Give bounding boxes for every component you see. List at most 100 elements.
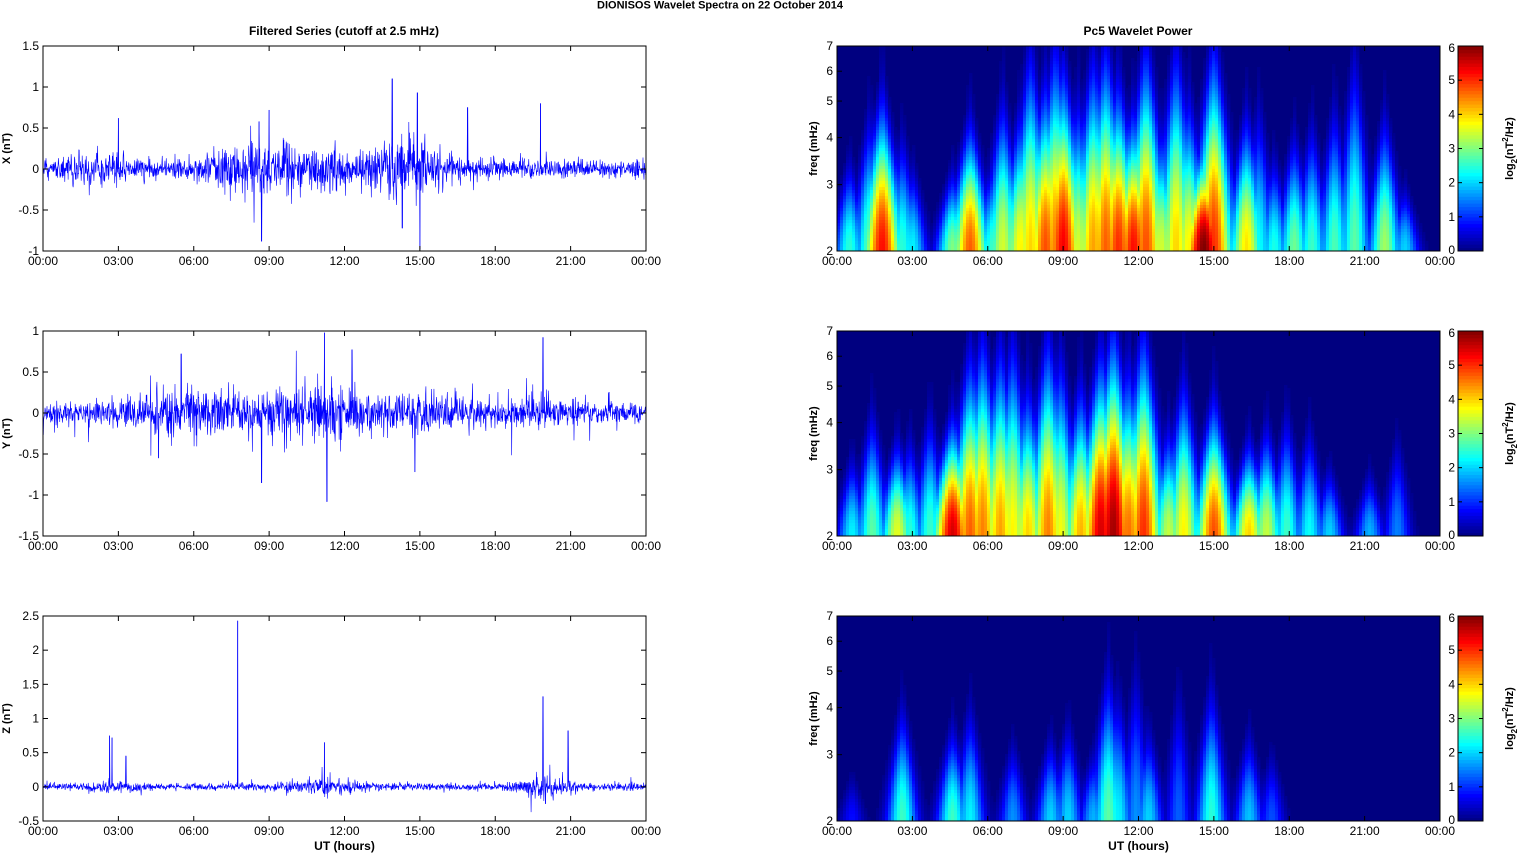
colorbar-step xyxy=(1458,145,1483,149)
y-axis-label: freq (mHz) xyxy=(808,406,820,461)
colorbar-step xyxy=(1458,337,1483,342)
line-panel-x: -1 -0.5 0 0.5 1 1.5 00:00 03:00 06:00 09:00 12:00 1… xyxy=(1,39,661,268)
colorbar-step xyxy=(1458,680,1483,685)
colorbar-step xyxy=(1458,162,1483,167)
colorbar-step xyxy=(1458,450,1483,455)
colorbar-tick-label: 5 xyxy=(1448,73,1455,87)
x-xtick-label: 09:00 xyxy=(254,539,284,553)
y-tick-label: 2.5 xyxy=(22,609,39,623)
colorbar-step xyxy=(1458,426,1483,431)
colorbar-step xyxy=(1458,361,1483,366)
colorbar-tick-label: 2 xyxy=(1448,461,1455,475)
colorbar-tick-label: 0 xyxy=(1448,528,1455,542)
plot-area xyxy=(43,46,646,251)
colorbar-step xyxy=(1458,244,1483,249)
y-tick-label: 3 xyxy=(826,748,833,762)
x-xtick-label: 21:00 xyxy=(556,254,586,268)
colorbar-step xyxy=(1458,110,1483,115)
colorbar-step xyxy=(1458,745,1483,750)
colorbar-step xyxy=(1458,169,1483,173)
colorbar-step xyxy=(1458,151,1483,156)
y-tick-label: 7 xyxy=(826,39,833,53)
colorbar-step xyxy=(1458,56,1483,61)
colorbar-step xyxy=(1458,477,1483,482)
colorbar-step xyxy=(1458,440,1483,445)
colorbar-step xyxy=(1458,131,1483,136)
colorbar-step xyxy=(1458,395,1483,400)
colorbar-step xyxy=(1458,532,1483,537)
x-xtick-label: 00:00 xyxy=(631,824,661,838)
colorbar-step xyxy=(1458,447,1483,452)
colorbar-tick-label: 5 xyxy=(1448,643,1455,657)
colorbar-step xyxy=(1458,505,1483,510)
colorbar-step xyxy=(1458,90,1483,95)
x-xtick-label: 18:00 xyxy=(1274,254,1304,268)
x-xtick-label: 06:00 xyxy=(179,824,209,838)
colorbar-step xyxy=(1458,512,1483,516)
colorbar-step xyxy=(1458,522,1483,527)
colorbar-step xyxy=(1458,667,1483,672)
colorbar-step xyxy=(1458,389,1483,393)
colorbar-step xyxy=(1458,525,1483,530)
x-xtick-label: 03:00 xyxy=(103,539,133,553)
left-column-title: Filtered Series (cutoff at 2.5 mHz) xyxy=(249,24,439,38)
colorbar-step xyxy=(1458,756,1483,760)
colorbar-step xyxy=(1458,83,1483,88)
x-xtick-label: 21:00 xyxy=(1350,539,1380,553)
x-xtick-label: 06:00 xyxy=(973,254,1003,268)
x-xtick-label: 15:00 xyxy=(405,824,435,838)
colorbar-step xyxy=(1458,223,1483,228)
colorbar-step xyxy=(1458,69,1483,74)
colorbar-step xyxy=(1458,501,1483,506)
plot-area xyxy=(43,331,646,536)
colorbar-tick-label: 3 xyxy=(1448,142,1455,156)
y-axis-label: freq (mHz) xyxy=(808,691,820,746)
colorbar-step xyxy=(1458,124,1483,129)
y-tick-label: 2 xyxy=(826,529,833,543)
colorbar-step xyxy=(1458,457,1483,462)
y-tick-label: 3 xyxy=(826,178,833,192)
y-tick-label: 0 xyxy=(32,162,39,176)
y-tick-label: -0.5 xyxy=(18,447,39,461)
colorbar-tick-label: 4 xyxy=(1448,677,1455,691)
colorbar-step xyxy=(1458,87,1483,91)
colorbar-tick-label: 3 xyxy=(1448,712,1455,726)
colorbar-step xyxy=(1458,800,1483,805)
colorbar-step xyxy=(1458,471,1483,475)
colorbar-step xyxy=(1458,436,1483,441)
colorbar-step xyxy=(1458,715,1483,719)
colorbar-tick-label: 6 xyxy=(1448,41,1455,55)
colorbar-step xyxy=(1458,484,1483,489)
colorbar-tick-label: 0 xyxy=(1448,813,1455,827)
colorbar-step xyxy=(1458,739,1483,743)
x-xtick-label: 03:00 xyxy=(897,539,927,553)
colorbar-step xyxy=(1458,416,1483,421)
colorbar-step xyxy=(1458,619,1483,624)
colorbar-tick-label: 6 xyxy=(1448,611,1455,625)
colorbar-tick-label: 2 xyxy=(1448,176,1455,190)
colorbar-step xyxy=(1458,508,1483,513)
colorbar-step xyxy=(1458,626,1483,631)
colorbar-step xyxy=(1458,399,1483,404)
heatmap-cells xyxy=(837,46,1429,251)
y-tick-label: 4 xyxy=(826,131,833,145)
x-xtick-label: 09:00 xyxy=(1048,539,1078,553)
x-xtick-label: 00:00 xyxy=(28,539,58,553)
x-xtick-label: 18:00 xyxy=(1274,824,1304,838)
colorbar-step xyxy=(1458,660,1483,665)
line-panel-z: -0.5 0 0.5 1 1.5 2 2.5 00:00 03:00 06:00 09:00 12:0… xyxy=(1,609,661,853)
x-xtick-label: 00:00 xyxy=(822,539,852,553)
colorbar-step xyxy=(1458,186,1483,190)
heatmap-cells xyxy=(837,331,1420,536)
colorbar-step xyxy=(1458,454,1483,458)
colorbar-step xyxy=(1458,227,1483,231)
colorbar-label: log2(nT2/Hz) xyxy=(1501,117,1519,180)
colorbar-step xyxy=(1458,240,1483,245)
colorbar-step xyxy=(1458,203,1483,208)
x-xtick-label: 12:00 xyxy=(1123,539,1153,553)
x-xtick-label: 03:00 xyxy=(897,824,927,838)
x-axis-label: UT (hours) xyxy=(314,839,375,853)
y-tick-label: 6 xyxy=(826,634,833,648)
colorbar-step xyxy=(1458,674,1483,678)
colorbar-step xyxy=(1458,172,1483,177)
